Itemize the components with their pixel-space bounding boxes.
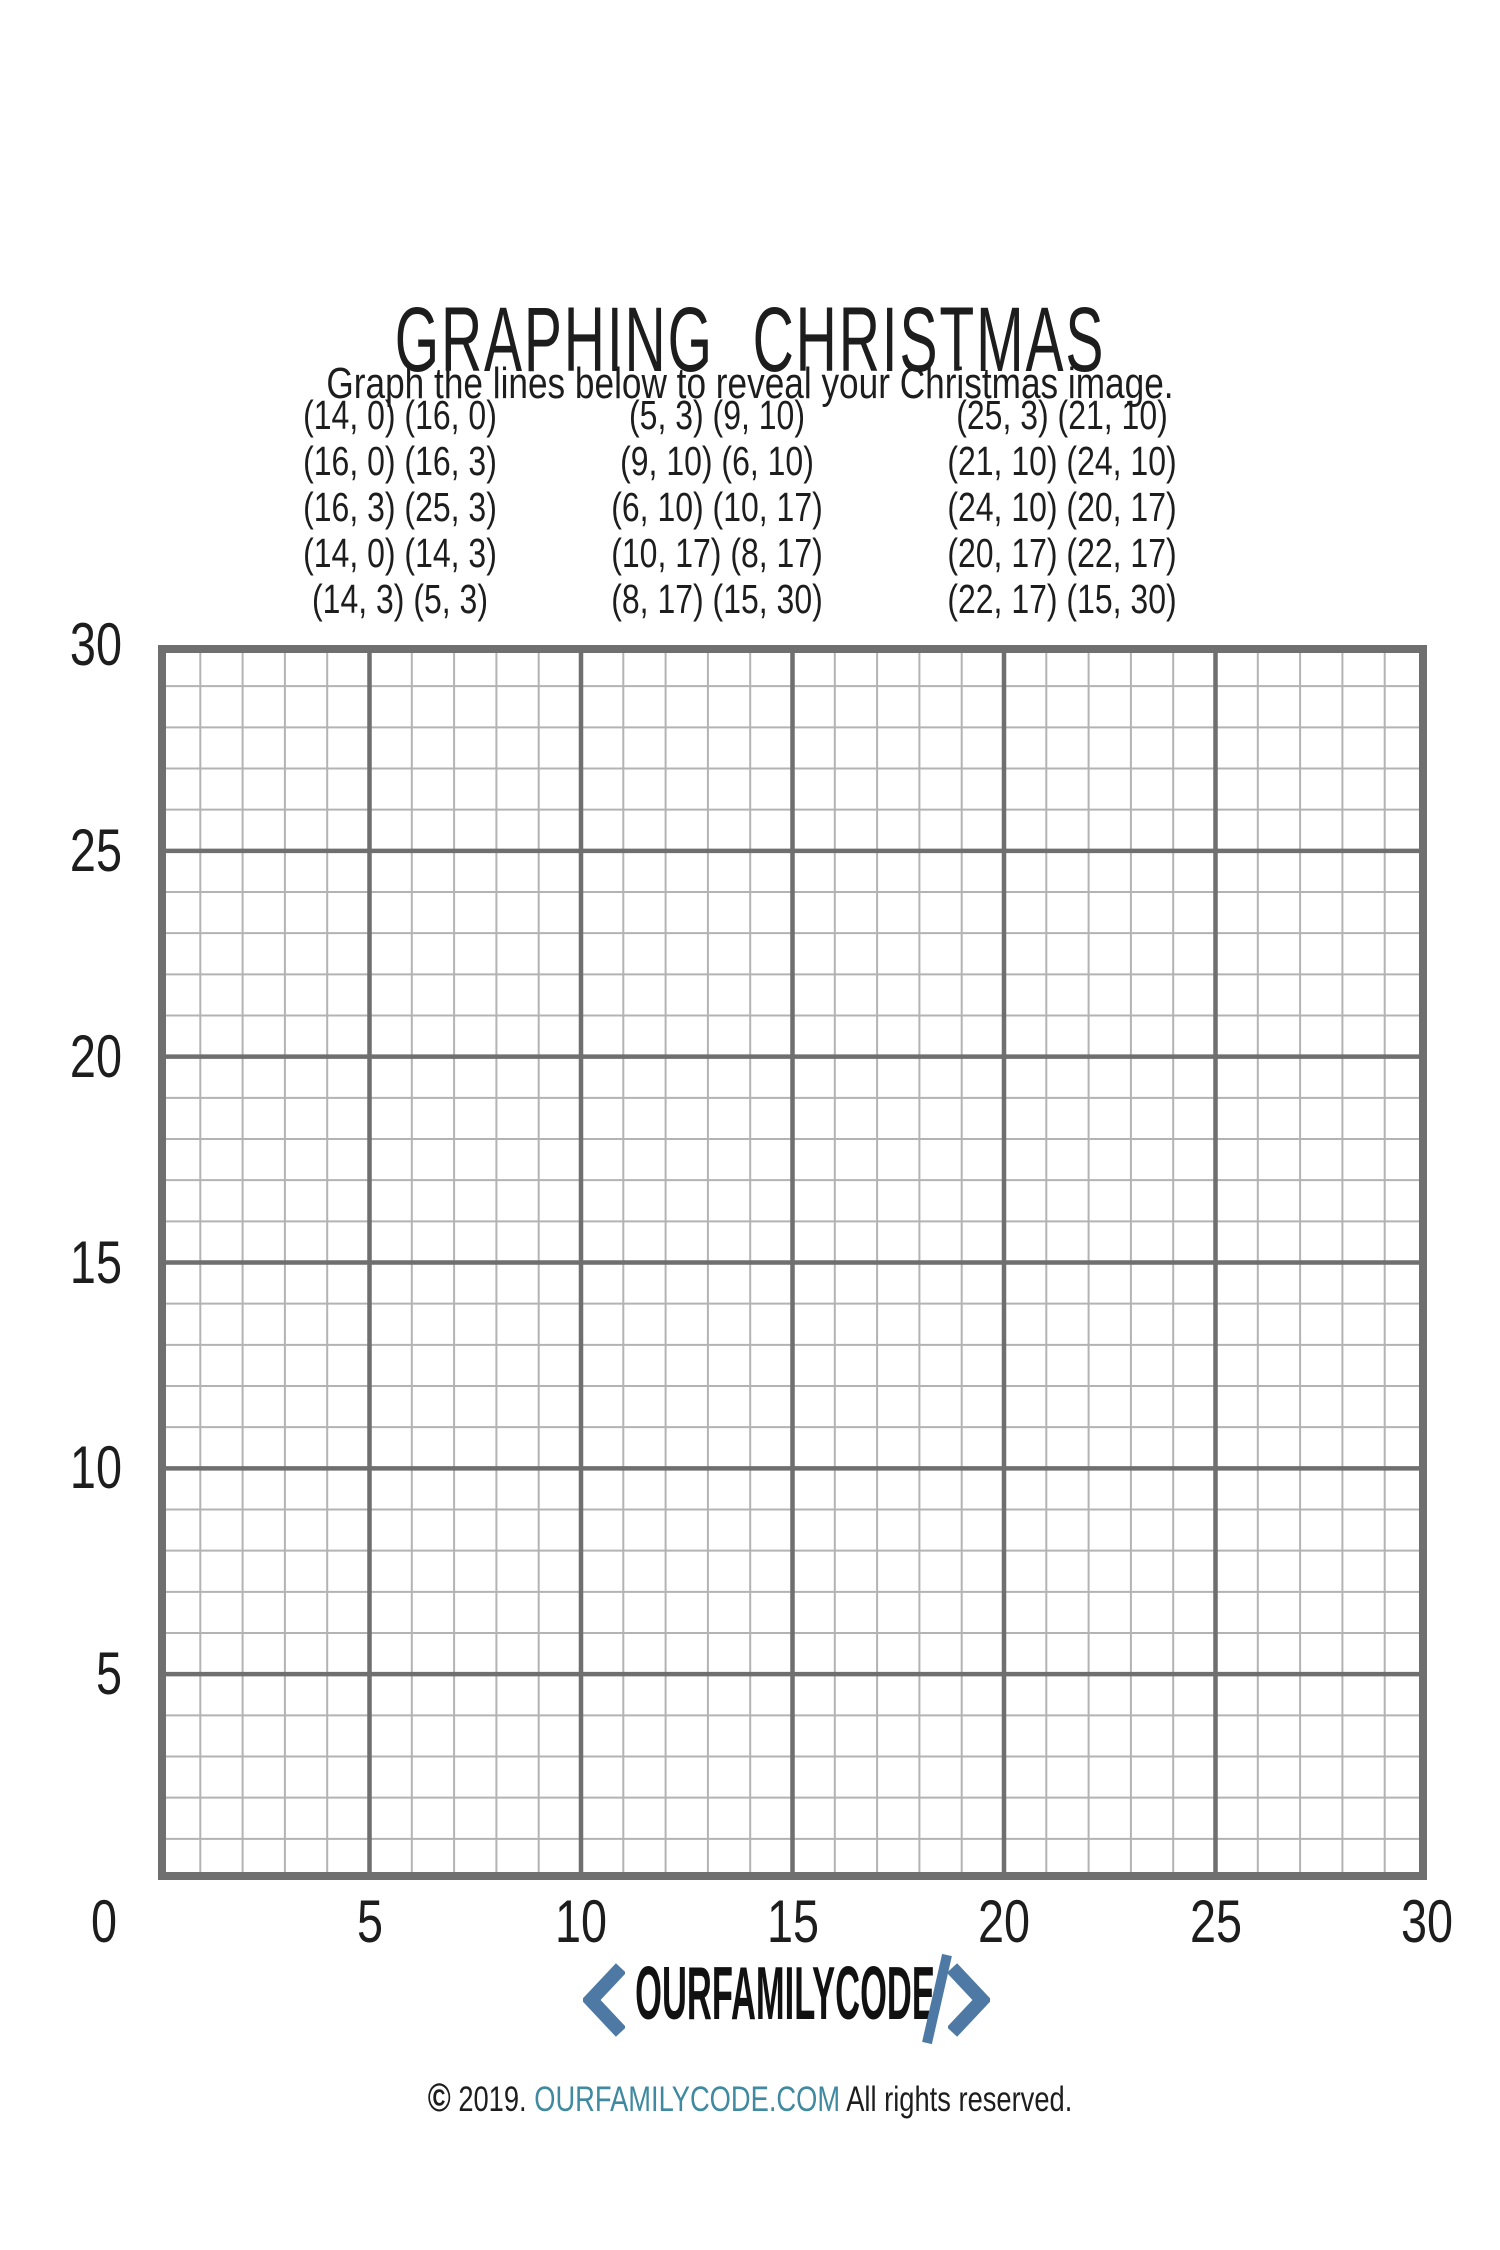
x-axis-tick-label: 30 — [1400, 1888, 1454, 1955]
segment-endpoints: (16, 0) (16, 3) — [303, 438, 497, 484]
copyright-year: 2019. — [458, 2080, 527, 2119]
copyright-line: © 2019. OURFAMILYCODE.COM All rights res… — [165, 2075, 1335, 2121]
segment-endpoints: (8, 17) (15, 30) — [611, 576, 823, 622]
segment-endpoints: (21, 10) (24, 10) — [947, 438, 1177, 484]
x-axis-tick-label: 10 — [554, 1888, 608, 1955]
segment-endpoints: (9, 10) (6, 10) — [620, 438, 814, 484]
x-axis-tick-label: 5 — [356, 1888, 383, 1955]
segment-endpoints: (14, 3) (5, 3) — [312, 576, 488, 622]
page-title: GRAPHING CHRISTMAS — [394, 288, 1106, 391]
segment-endpoints: (20, 17) (22, 17) — [947, 530, 1177, 576]
segment-endpoints: (10, 17) (8, 17) — [611, 530, 823, 576]
ourfamilycode-logo: OURFAMILYCODE — [0, 1948, 1500, 2048]
segment-endpoints: (6, 10) (10, 17) — [611, 484, 823, 530]
origin-tick-label: 0 — [90, 1888, 118, 1955]
segment-endpoints: (14, 0) (16, 0) — [303, 392, 497, 438]
segment-endpoints: (24, 10) (20, 17) — [947, 484, 1177, 530]
segment-endpoints: (16, 3) (25, 3) — [303, 484, 497, 530]
code-bracket-left-icon — [583, 1963, 625, 2037]
code-bracket-right-icon — [948, 1963, 990, 2037]
y-axis-tick-label: 20 — [69, 1022, 122, 1090]
x-axis-tick-label: 25 — [1189, 1888, 1242, 1955]
x-axis-tick-label: 20 — [977, 1888, 1031, 1955]
copyright-rights: All rights reserved. — [846, 2080, 1073, 2119]
y-axis-tick-label: 15 — [69, 1228, 122, 1296]
coordinate-grid — [158, 645, 1427, 1880]
y-axis-tick-label: 5 — [95, 1640, 122, 1708]
coordinate-column-2: (5, 3) (9, 10) (9, 10) (6, 10) (6, 10) (10… — [584, 392, 849, 622]
code-slash-icon — [922, 1953, 952, 2045]
logo-text: OURFAMILYCODE — [635, 1951, 935, 2035]
segment-endpoints: (25, 3) (21, 10) — [956, 392, 1168, 438]
page-subtitle: Graph the lines below to reveal your Chr… — [326, 359, 1174, 408]
segment-endpoints: (22, 17) (15, 30) — [947, 576, 1177, 622]
copyright-icon: © — [427, 2076, 451, 2120]
y-axis-tick-label: 25 — [69, 816, 122, 884]
coordinate-column-3: (25, 3) (21, 10) (21, 10) (24, 10) (24, 10… — [929, 392, 1194, 622]
coordinate-column-1: (14, 0) (16, 0) (16, 0) (16, 3) (16, 3) (2… — [267, 392, 532, 622]
segment-endpoints: (5, 3) (9, 10) — [629, 392, 805, 438]
x-axis-tick-label: 15 — [766, 1888, 819, 1955]
segment-endpoints: (14, 0) (14, 3) — [303, 530, 497, 576]
y-axis-tick-label: 10 — [69, 1434, 122, 1502]
copyright-site-link: OURFAMILYCODE.COM — [534, 2080, 841, 2119]
y-axis-tick-label: 30 — [69, 611, 122, 678]
